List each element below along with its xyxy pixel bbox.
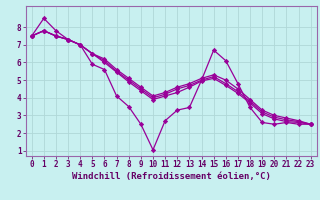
X-axis label: Windchill (Refroidissement éolien,°C): Windchill (Refroidissement éolien,°C) [72, 172, 271, 181]
